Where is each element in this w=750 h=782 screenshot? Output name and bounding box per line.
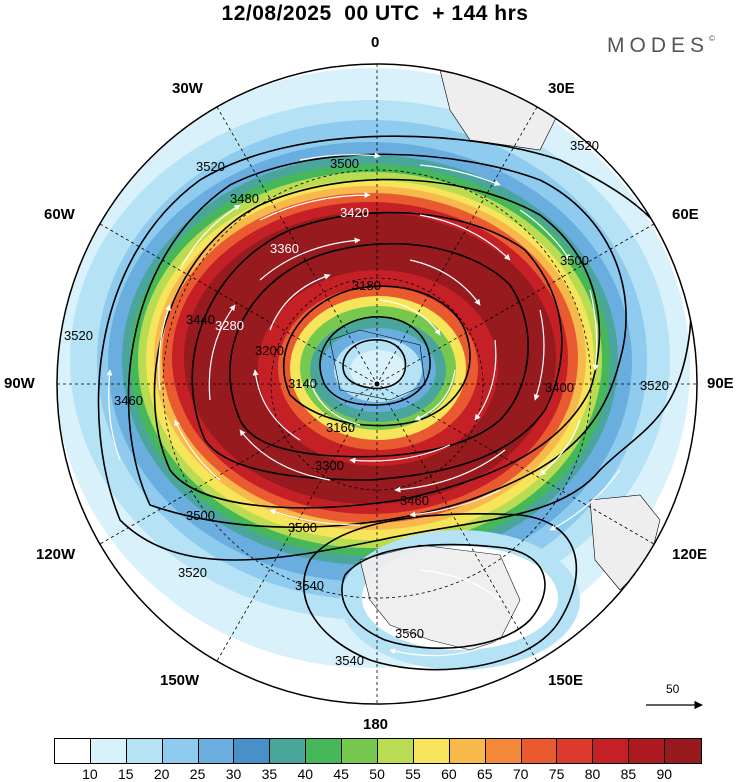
colorbar-swatch (55, 739, 91, 763)
lon-label-150w: 150W (160, 672, 200, 689)
contour-label: 3180 (352, 278, 381, 293)
contour-label: 3280 (215, 318, 244, 333)
colorbar-tick-label: 35 (261, 766, 278, 782)
colorbar-tick-label: 30 (225, 766, 242, 782)
brand-logo: MODES© (607, 34, 715, 57)
colorbar-tick-label: 70 (512, 766, 529, 782)
colorbar-tick-label: 65 (477, 766, 493, 782)
lon-label-30w: 30W (172, 80, 203, 97)
map-boundary (56, 63, 698, 705)
contour-label: 3520 (570, 138, 599, 153)
contour-label: 3460 (400, 493, 429, 508)
map-title: 12/08/2025 00 UTC + 144 hrs (221, 2, 529, 25)
contour-label: 3160 (326, 420, 355, 435)
contour-label: 3520 (196, 159, 225, 174)
colorbar-swatch (629, 739, 666, 763)
contour-label: 3520 (640, 378, 669, 393)
colorbar-swatch (306, 739, 343, 763)
colorbar-tick-label: 50 (369, 766, 385, 782)
colorbar-swatch (593, 739, 630, 763)
colorbar-swatch (665, 739, 702, 763)
contour-label: 3500 (560, 253, 589, 268)
lon-label-150e: 150E (548, 672, 584, 689)
reference-vector-label: 50 (666, 682, 680, 696)
lon-label-120e: 120E (672, 546, 708, 563)
contour-label: 3300 (315, 458, 344, 473)
lon-label-90e: 90E (707, 375, 734, 392)
lon-label-60w: 60W (44, 206, 75, 223)
colorbar-swatch (90, 739, 127, 763)
south-pole-marker (374, 381, 380, 387)
colorbar-swatch (485, 739, 522, 763)
colorbar-tick-label: 90 (656, 766, 673, 782)
lon-label-120w: 120W (36, 546, 76, 563)
contour-label: 3200 (255, 343, 284, 358)
colorbar-swatch (342, 739, 379, 763)
lon-label-30e: 30E (548, 80, 575, 97)
contour-label: 3540 (295, 578, 324, 593)
colorbar-tick-label: 25 (189, 766, 206, 782)
contour-label-group: 3520 3500 3480 3420 3360 3300 3180 3140 … (64, 138, 669, 668)
contour-label: 3420 (340, 205, 369, 220)
colorbar-swatch (234, 739, 271, 763)
colorbar-swatch (557, 739, 594, 763)
lon-label-0: 0 (371, 34, 380, 51)
contour-label: 3500 (330, 156, 359, 171)
colorbar-tick-label: 75 (548, 766, 565, 782)
colorbar-tick-label: 55 (405, 766, 421, 782)
colorbar-swatch (413, 739, 450, 763)
contour-label: 3540 (335, 653, 364, 668)
contour-label: 3520 (178, 565, 207, 580)
colorbar (54, 738, 703, 764)
contour-label: 3140 (288, 376, 317, 391)
contour-label: 3480 (230, 191, 259, 206)
lon-label-90w: 90W (4, 375, 35, 392)
lon-label-180: 180 (363, 716, 389, 733)
colorbar-swatch (162, 739, 199, 763)
contour-label: 3360 (270, 241, 299, 256)
wind-vectors (106, 152, 621, 657)
colorbar-swatch (126, 739, 163, 763)
contour-label: 3400 (545, 380, 574, 395)
colorbar-tick-label: 85 (620, 766, 637, 782)
contour-label: 3440 (186, 312, 215, 327)
colorbar-swatch (198, 739, 235, 763)
contour-label: 3560 (395, 626, 424, 641)
colorbar-swatch (378, 739, 414, 763)
contour-label: 3520 (64, 328, 93, 343)
contour-label: 3460 (114, 393, 143, 408)
colorbar-tick-label: 10 (82, 766, 98, 782)
contour-label: 3500 (186, 508, 215, 523)
lon-label-60e: 60E (672, 206, 699, 223)
colorbar-tick-label: 80 (584, 766, 601, 782)
contour-label: 3500 (288, 520, 317, 535)
colorbar-tick-label: 40 (297, 766, 314, 782)
colorbar-tick-label: 45 (333, 766, 349, 782)
colorbar-tick-label: 15 (118, 766, 134, 782)
colorbar-swatch (449, 739, 486, 763)
colorbar-tick-label: 20 (153, 766, 170, 782)
colorbar-swatch (521, 739, 558, 763)
colorbar-tick-label: 60 (441, 766, 457, 782)
colorbar-swatch (270, 739, 307, 763)
